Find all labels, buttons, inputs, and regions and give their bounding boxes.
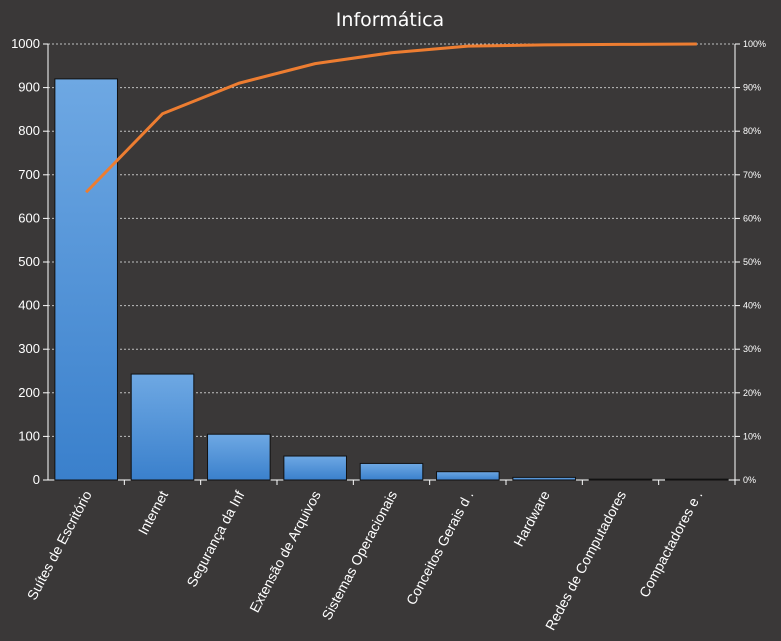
category-label: Sistemas Operacionais [318, 488, 400, 623]
left-tick-label: 600 [18, 210, 40, 225]
category-label: Compactadores e . [636, 488, 706, 600]
left-tick-label: 300 [18, 341, 40, 356]
bar [359, 462, 424, 481]
right-tick-label: 10% [743, 431, 761, 441]
cumulative-line [85, 42, 697, 194]
right-tick-label: 70% [743, 170, 761, 180]
right-axis: 0% 10% 20% 30% 40% 50% 60% 70% 80% 90% 100% [734, 39, 766, 485]
chart-title: Informática [336, 9, 444, 31]
cumulative-percentage-line [85, 42, 697, 194]
left-tick-label: 800 [18, 123, 40, 138]
bar [665, 478, 729, 481]
left-tick-label: 1000 [11, 36, 40, 51]
left-tick-label: 900 [18, 80, 40, 95]
category-label: Internet [135, 488, 171, 538]
right-tick-label: 30% [743, 344, 761, 354]
category-label: Conceitos Gerais d . [403, 488, 477, 608]
bars [54, 78, 736, 485]
right-tick-label: 100% [743, 39, 766, 49]
right-tick-label: 40% [743, 301, 761, 311]
bar [54, 78, 118, 481]
left-tick-label: 400 [18, 298, 40, 313]
right-tick-label: 50% [743, 257, 761, 267]
category-label: Hardware [510, 488, 553, 549]
category-label: Redes de Computadores [542, 488, 629, 633]
bar [130, 373, 195, 481]
bar [207, 433, 271, 481]
right-tick-label: 20% [743, 388, 761, 398]
right-tick-label: 80% [743, 126, 761, 136]
category-label: Extensão de Arquivos [246, 488, 324, 615]
left-tick-label: 200 [18, 385, 40, 400]
bar [588, 478, 653, 481]
left-tick-label: 100 [18, 428, 40, 443]
right-tick-label: 0% [743, 475, 756, 485]
bar [283, 455, 347, 481]
category-labels: Suítes de Escritório Internet Segurança da… [24, 488, 706, 633]
category-label: Segurança da Inf [183, 488, 247, 590]
bar [512, 476, 576, 481]
bar [436, 471, 500, 481]
category-label: Suítes de Escritório [24, 488, 95, 603]
left-tick-label: 700 [18, 167, 40, 182]
left-tick-label: 0 [33, 472, 40, 487]
right-tick-label: 90% [743, 83, 761, 93]
left-tick-label: 500 [18, 254, 40, 269]
right-tick-label: 60% [743, 213, 761, 223]
